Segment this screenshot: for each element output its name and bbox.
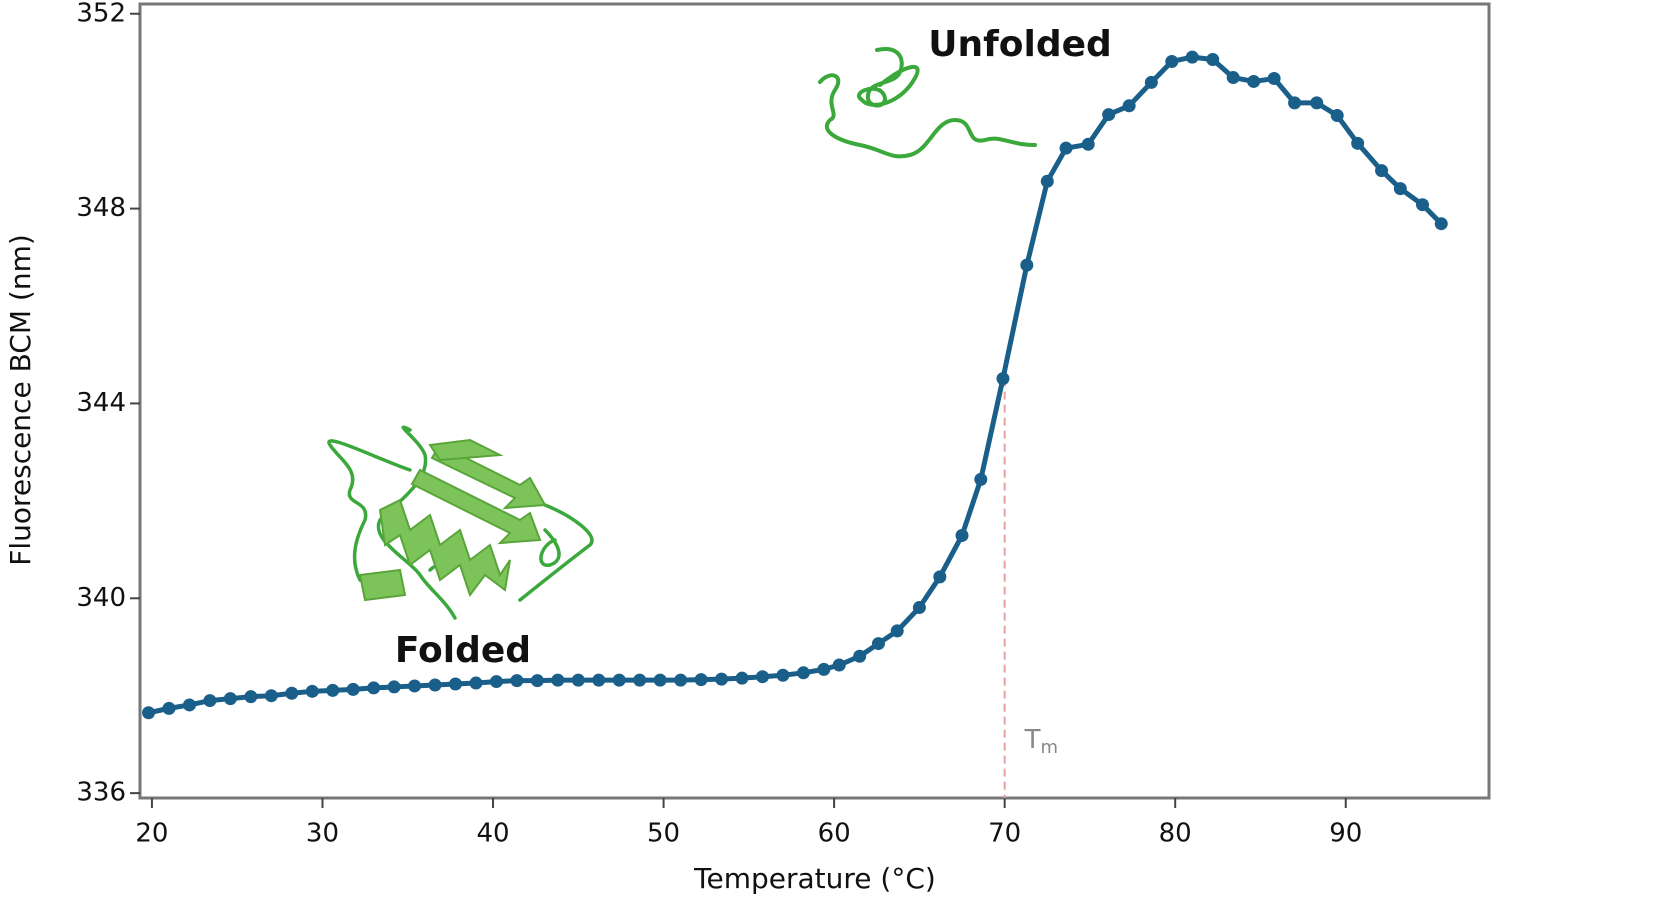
data-point — [715, 672, 729, 686]
data-point — [1267, 72, 1281, 86]
data-point — [996, 372, 1010, 386]
data-point — [853, 649, 867, 663]
data-point — [571, 673, 585, 687]
data-point — [428, 678, 442, 692]
data-point — [449, 677, 463, 691]
data-point — [264, 689, 278, 703]
data-point — [1351, 136, 1365, 150]
data-point — [890, 624, 904, 638]
data-point — [367, 681, 381, 695]
data-point — [285, 686, 299, 700]
y-axis-title: Fluorescence BCM (nm) — [4, 234, 37, 566]
data-point — [817, 662, 831, 676]
data-point — [223, 692, 237, 706]
data-point — [1206, 53, 1220, 67]
data-point — [203, 694, 217, 708]
data-point — [305, 684, 319, 698]
tm-label: Tm — [1024, 725, 1058, 759]
data-point — [796, 666, 810, 680]
data-point — [912, 601, 926, 615]
data-point — [510, 674, 524, 688]
data-point — [1310, 96, 1324, 110]
data-point — [871, 637, 885, 651]
data-point — [1226, 71, 1240, 85]
plot-frame — [138, 2, 1491, 800]
data-point — [674, 673, 688, 687]
x-tick-label: 70 — [988, 819, 1021, 849]
data-point — [955, 528, 969, 542]
data-point — [142, 706, 156, 720]
data-point — [612, 673, 626, 687]
folded-label: Folded — [395, 630, 531, 671]
x-tick-label: 20 — [135, 819, 168, 849]
data-point — [489, 675, 503, 689]
data-point — [933, 570, 947, 584]
data-point — [1185, 50, 1199, 64]
data-point — [1393, 182, 1407, 196]
data-point — [1122, 99, 1136, 113]
data-point — [1247, 74, 1261, 88]
data-point — [1288, 96, 1302, 110]
x-tick-label: 30 — [306, 819, 339, 849]
data-point — [1020, 258, 1034, 272]
unfolded-protein-icon — [818, 47, 1037, 159]
data-point — [162, 701, 176, 715]
data-point — [182, 698, 196, 712]
data-point — [408, 679, 422, 693]
data-point — [1375, 164, 1389, 178]
data-point — [244, 690, 258, 704]
y-tick-label: 344 — [76, 388, 126, 418]
data-point — [530, 674, 544, 688]
x-tick-label: 40 — [476, 819, 509, 849]
data-point — [326, 683, 340, 697]
y-tick-label: 352 — [76, 0, 126, 28]
data-point — [1059, 141, 1073, 155]
data-point — [653, 673, 667, 687]
data-point — [1081, 137, 1095, 151]
data-point — [1102, 108, 1116, 122]
y-tick-label: 340 — [76, 583, 126, 613]
folded-protein-icon — [327, 425, 594, 620]
tm-subscript: m — [1041, 737, 1059, 758]
data-point — [1040, 174, 1054, 188]
data-point — [1144, 75, 1158, 89]
data-line — [148, 54, 1444, 716]
data-point — [1165, 54, 1179, 68]
data-point — [832, 658, 846, 672]
data-point — [694, 673, 708, 687]
data-point — [1434, 217, 1448, 231]
data-point — [633, 673, 647, 687]
x-tick-label: 80 — [1159, 819, 1192, 849]
data-point — [387, 680, 401, 694]
y-tick-label: 348 — [76, 193, 126, 223]
x-tick-label: 90 — [1329, 819, 1362, 849]
data-point — [592, 673, 606, 687]
data-point — [469, 676, 483, 690]
data-point — [1330, 109, 1344, 123]
data-point — [974, 472, 988, 486]
data-point — [1415, 198, 1429, 212]
x-tick-label: 60 — [818, 819, 851, 849]
tm-text: T — [1024, 725, 1041, 755]
x-axis-title: Temperature (°C) — [693, 862, 936, 895]
y-tick-label: 336 — [76, 778, 126, 808]
data-point — [346, 682, 360, 696]
data-point — [755, 670, 769, 684]
data-point — [776, 668, 790, 682]
x-tick-label: 50 — [647, 819, 680, 849]
data-point — [735, 671, 749, 685]
data-point — [551, 673, 565, 687]
unfolded-label: Unfolded — [928, 24, 1112, 65]
